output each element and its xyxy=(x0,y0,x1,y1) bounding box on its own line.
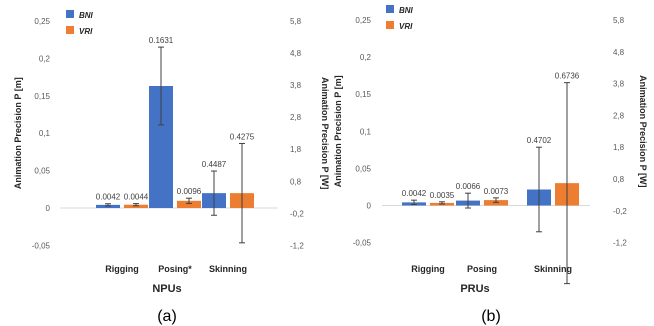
panel-label: (b) xyxy=(481,308,501,325)
left-axis-title: Animation Precision P [m] xyxy=(333,75,343,187)
legend-swatch-bni xyxy=(386,5,394,13)
left-tick-label: -0,05 xyxy=(353,239,372,248)
left-tick-label: 0,15 xyxy=(34,92,50,101)
right-tick-label: -1,2 xyxy=(290,241,304,250)
data-label: 0.0035 xyxy=(430,191,455,200)
data-label: 0.0042 xyxy=(96,193,121,202)
right-axis-title: Animation Precision P [W] xyxy=(320,77,330,189)
right-tick-label: 4,8 xyxy=(613,48,625,57)
legend-swatch-bni xyxy=(66,10,74,18)
left-tick-label: -0,05 xyxy=(32,241,51,250)
right-tick-label: 3,8 xyxy=(613,80,625,89)
right-tick-label: 5,8 xyxy=(290,17,302,26)
left-tick-label: 0,2 xyxy=(360,53,372,62)
left-tick-label: 0,25 xyxy=(34,17,50,26)
right-tick-label: 0,8 xyxy=(290,177,302,186)
category-label: Skinning xyxy=(534,264,572,274)
data-label: 0.6736 xyxy=(555,72,580,81)
category-label: Skinning xyxy=(209,264,247,274)
right-tick-label: -0,2 xyxy=(613,207,627,216)
left-tick-label: 0,1 xyxy=(39,129,51,138)
data-label: 0.0044 xyxy=(124,193,149,202)
data-label: 0.0066 xyxy=(456,182,481,191)
legend-label-vri: VRI xyxy=(79,27,93,36)
right-tick-label: 4,8 xyxy=(290,49,302,58)
panel-label: (a) xyxy=(157,308,177,325)
left-tick-label: 0,05 xyxy=(34,167,50,176)
data-label: 0.4275 xyxy=(230,132,255,141)
right-tick-label: 2,8 xyxy=(290,113,302,122)
data-label: 0.4487 xyxy=(202,160,227,169)
right-tick-label: 5,8 xyxy=(613,16,625,25)
data-label: 0.0073 xyxy=(484,187,509,196)
data-label: 0.1631 xyxy=(149,36,174,45)
right-tick-label: -1,2 xyxy=(613,239,627,248)
right-tick-label: 0,8 xyxy=(613,175,625,184)
right-tick-label: 2,8 xyxy=(613,111,625,120)
left-tick-label: 0,05 xyxy=(355,164,371,173)
category-label: Rigging xyxy=(105,264,139,274)
right-tick-label: 1,8 xyxy=(290,145,302,154)
legend-swatch-vri xyxy=(66,26,74,34)
right-tick-label: 1,8 xyxy=(613,143,625,152)
left-tick-label: 0,1 xyxy=(360,127,372,136)
category-label: Posing xyxy=(467,264,497,274)
legend-swatch-vri xyxy=(386,21,394,29)
data-label: 0.0096 xyxy=(177,187,202,196)
left-tick-label: 0,25 xyxy=(355,16,371,25)
left-tick-label: 0,15 xyxy=(355,90,371,99)
legend-label-bni: BNI xyxy=(399,6,414,15)
data-label: 0.0042 xyxy=(402,189,427,198)
left-axis-title: Animation Precision P [m] xyxy=(13,77,23,189)
bar-vri-rigging xyxy=(124,204,148,208)
legend-label-vri: VRI xyxy=(399,22,413,31)
left-tick-label: 0 xyxy=(367,202,372,211)
x-axis-title: NPUs xyxy=(152,283,181,295)
right-axis-title: Animation Precision P [W] xyxy=(638,75,648,187)
left-tick-label: 0,2 xyxy=(39,54,51,63)
category-label: Posing* xyxy=(158,264,192,274)
bar-vri-posing xyxy=(177,200,201,208)
left-tick-label: 0 xyxy=(46,204,51,213)
data-label: 0.4702 xyxy=(527,136,552,145)
category-label: Rigging xyxy=(411,264,445,274)
legend-label-bni: BNI xyxy=(79,11,94,20)
right-tick-label: -0,2 xyxy=(290,209,304,218)
right-tick-label: 3,8 xyxy=(290,81,302,90)
x-axis-title: PRUs xyxy=(460,283,489,295)
